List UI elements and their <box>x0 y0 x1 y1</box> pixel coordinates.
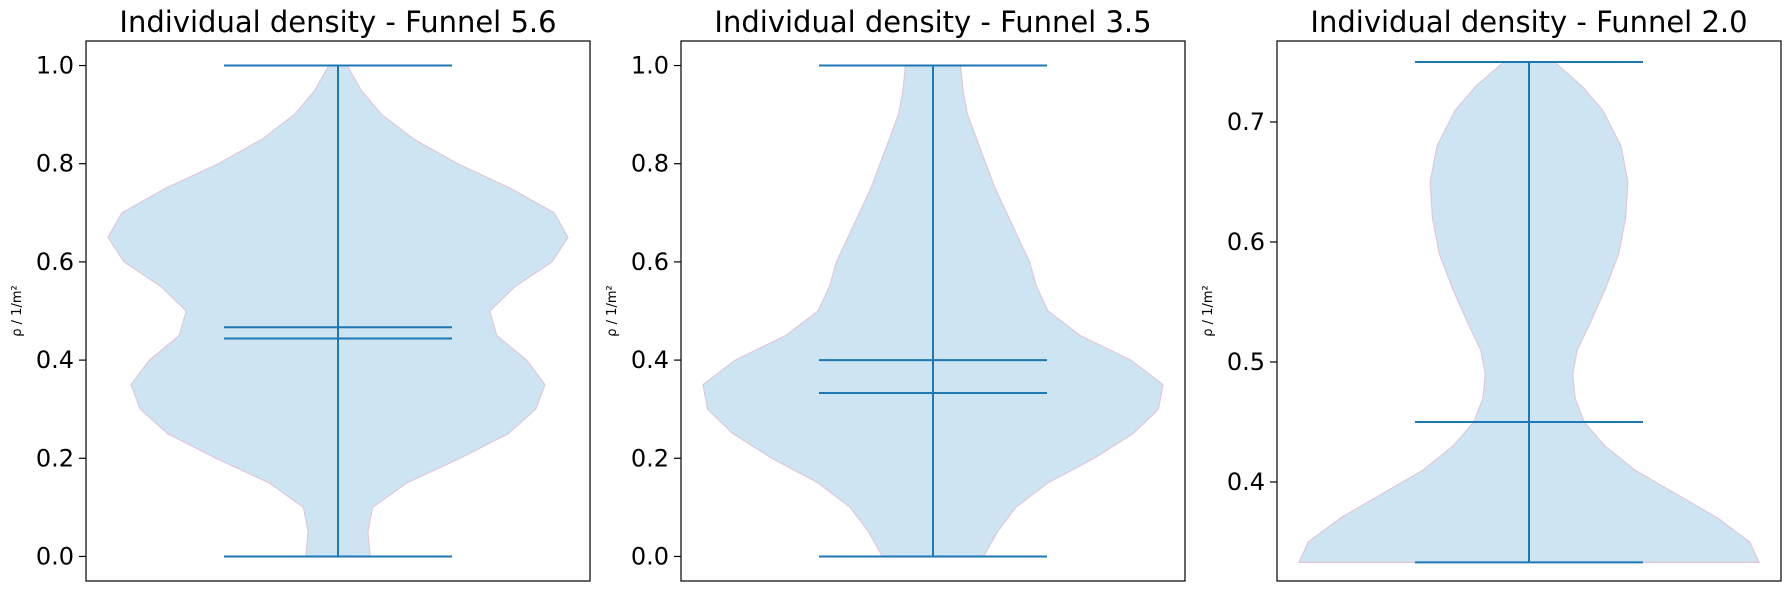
y-tick-label: 0.6 <box>1227 228 1265 256</box>
y-tick-label: 1.0 <box>36 52 74 80</box>
y-tick-label: 0.5 <box>1227 348 1265 376</box>
y-tick-label: 0.4 <box>1227 468 1265 496</box>
y-tick-label: 0.8 <box>36 150 74 178</box>
chart-title: Individual density - Funnel 3.5 <box>714 5 1151 39</box>
y-tick-label: 0.8 <box>631 150 669 178</box>
violin-panel-3: 0.4 0.5 0.6 0.7 ρ / 1/m² Individual density -… <box>1201 5 1782 582</box>
plot-area-frame <box>680 40 1186 582</box>
y-tick-label: 0.6 <box>631 248 669 276</box>
y-tick-label: 0.6 <box>36 248 74 276</box>
y-axis-label: ρ / 1/m² <box>605 285 620 336</box>
y-tick-label: 1.0 <box>631 52 669 80</box>
chart-title: Individual density - Funnel 2.0 <box>1310 5 1747 39</box>
y-tick-label: 0.7 <box>1227 108 1265 136</box>
y-axis-label: ρ / 1/m² <box>10 285 25 336</box>
y-tick-label: 0.0 <box>36 542 74 570</box>
plot-area-frame <box>85 40 591 582</box>
violin-panel-1: 0.0 0.2 0.4 0.6 0.8 1.0 ρ / 1/m² Individual den… <box>10 5 591 582</box>
y-tick-label: 0.4 <box>36 346 74 374</box>
y-tick-label: 0.0 <box>631 542 669 570</box>
y-tick-label: 0.2 <box>36 444 74 472</box>
plot-area-frame <box>1276 40 1782 582</box>
y-tick-label: 0.4 <box>631 346 669 374</box>
violin-panel-2: 0.0 0.2 0.4 0.6 0.8 1.0 ρ / 1/m² Individual den… <box>605 5 1186 582</box>
chart-title: Individual density - Funnel 5.6 <box>119 5 556 39</box>
y-axis-label: ρ / 1/m² <box>1201 285 1216 336</box>
y-tick-label: 0.2 <box>631 444 669 472</box>
